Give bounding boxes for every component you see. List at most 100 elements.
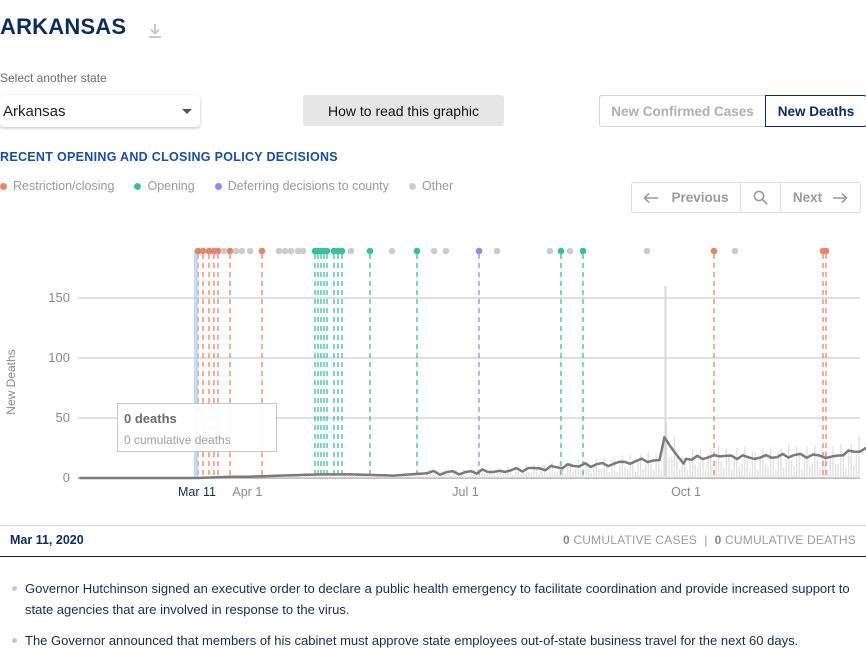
daily-bar [858, 436, 860, 478]
download-icon[interactable] [146, 22, 164, 40]
daily-bar [600, 469, 603, 478]
policy-legend: Restriction/closing Opening Deferring de… [0, 179, 473, 193]
daily-bar [663, 441, 665, 478]
previous-label: Previous [671, 190, 729, 205]
daily-bar [733, 455, 735, 478]
daily-bar [647, 451, 650, 478]
daily-bar [551, 462, 553, 478]
daily-bar [535, 468, 538, 478]
daily-bar [361, 476, 364, 478]
daily-bar [486, 474, 488, 478]
daily-bar [730, 469, 733, 478]
daily-bar [387, 476, 390, 478]
daily-bar [816, 458, 819, 478]
arrow-right-icon [833, 192, 848, 203]
policy-dot [557, 247, 565, 255]
y-tick-label: 0 [63, 470, 70, 485]
daily-bar [330, 473, 332, 478]
daily-bar [478, 472, 481, 478]
daily-bar [650, 463, 652, 478]
legend-dot-restriction [0, 182, 7, 190]
seven-day-average-line [79, 435, 866, 480]
arrow-left-icon [643, 192, 659, 203]
daily-bar [676, 455, 678, 478]
state-select-value: Arkansas [3, 102, 66, 120]
daily-bar [421, 473, 423, 478]
daily-bar [603, 457, 605, 478]
daily-bar [496, 470, 499, 478]
daily-bar [855, 455, 858, 478]
daily-bar [785, 459, 787, 478]
daily-bar [405, 476, 408, 478]
daily-bar [559, 462, 561, 478]
daily-bar [465, 472, 468, 478]
daily-bar [335, 476, 338, 478]
daily-bar [702, 456, 704, 478]
daily-bar [736, 447, 738, 478]
policy-lines [197, 254, 827, 478]
daily-bar [746, 459, 748, 478]
daily-bar [811, 462, 813, 478]
daily-bar [372, 476, 374, 478]
toggle-new-deaths[interactable]: New Deaths [765, 95, 866, 127]
daily-bar [743, 446, 746, 478]
how-to-read-button[interactable]: How to read this graphic [303, 95, 504, 126]
daily-bar [710, 449, 712, 478]
daily-bar [795, 446, 798, 478]
daily-bar [829, 457, 832, 478]
state-select[interactable]: Arkansas [0, 95, 200, 127]
daily-bar [834, 463, 837, 478]
policy-dot [287, 247, 295, 255]
daily-bar [515, 467, 517, 478]
daily-bar [790, 460, 793, 478]
daily-bar [593, 464, 595, 478]
policy-dots [194, 247, 830, 255]
daily-bar [309, 476, 312, 478]
legend-item-restriction: Restriction/closing [0, 179, 114, 193]
search-button[interactable] [741, 183, 781, 212]
daily-bar [528, 472, 530, 478]
daily-bar [665, 422, 668, 478]
selected-date-marker [194, 250, 198, 478]
daily-bar [754, 452, 756, 478]
previous-button[interactable]: Previous [632, 183, 741, 212]
daily-bar [806, 446, 808, 478]
y-tick-label: 100 [48, 350, 70, 365]
toggle-new-confirmed-cases[interactable]: New Confirmed Cases [599, 95, 765, 127]
daily-bar [327, 476, 330, 478]
daily-bar [444, 470, 447, 478]
x-tick-label: Mar 11 [178, 485, 216, 499]
legend-item-deferring: Deferring decisions to county [214, 179, 389, 193]
daily-bar [569, 461, 572, 478]
daily-bar [442, 475, 444, 478]
daily-bar [379, 476, 382, 478]
daily-bar [853, 465, 855, 478]
policy-dot [579, 247, 587, 255]
daily-bar [346, 476, 348, 478]
daily-bar [564, 473, 566, 478]
policy-dot [643, 247, 651, 255]
policy-dot [258, 247, 266, 255]
next-button[interactable]: Next [781, 183, 860, 212]
daily-bar [470, 470, 473, 478]
daily-bar [613, 459, 616, 478]
policy-dot [366, 247, 374, 255]
daily-bar [390, 476, 392, 478]
daily-bar [608, 472, 611, 478]
daily-bar [457, 474, 460, 478]
daily-bar [369, 475, 371, 478]
tooltip-deaths: 0 deaths [124, 411, 177, 426]
daily-bar [468, 475, 470, 478]
daily-bar [364, 475, 366, 478]
daily-bar [686, 469, 689, 478]
daily-bar [668, 457, 670, 478]
daily-bar [728, 453, 730, 478]
daily-bar [517, 467, 520, 478]
daily-bar [788, 444, 790, 478]
policy-dot [246, 247, 254, 255]
daily-bar [353, 476, 356, 478]
daily-bar [543, 465, 546, 478]
policy-dot [194, 247, 202, 255]
chevron-down-icon [182, 109, 192, 114]
daily-bar [556, 472, 559, 478]
